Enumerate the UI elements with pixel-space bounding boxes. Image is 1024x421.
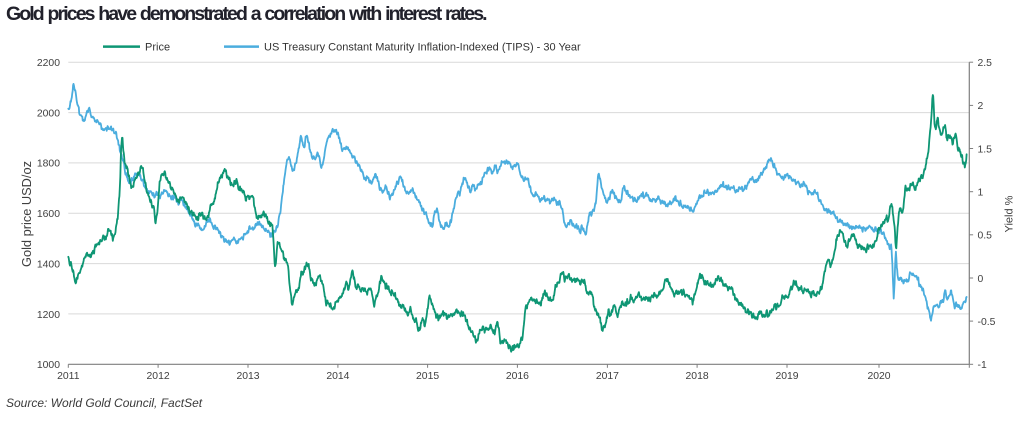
svg-text:2000: 2000: [37, 108, 60, 119]
svg-text:Gold prices have demonstrated: Gold prices have demonstrated a correlat…: [6, 3, 487, 25]
svg-text:2019: 2019: [775, 371, 798, 382]
svg-text:-0.5: -0.5: [978, 317, 996, 328]
svg-text:2018: 2018: [686, 371, 709, 382]
svg-text:2016: 2016: [506, 371, 529, 382]
svg-text:1: 1: [978, 188, 984, 199]
svg-text:1200: 1200: [37, 310, 60, 321]
svg-text:2200: 2200: [37, 58, 60, 69]
svg-text:Yield %: Yield %: [1004, 195, 1016, 232]
svg-text:2020: 2020: [867, 371, 890, 382]
svg-text:0: 0: [978, 274, 984, 285]
svg-text:-1: -1: [978, 360, 987, 371]
svg-text:1800: 1800: [37, 159, 60, 170]
svg-text:Source: World Gold Council, Fa: Source: World Gold Council, FactSet: [6, 396, 203, 410]
svg-text:2013: 2013: [236, 371, 259, 382]
svg-text:0.5: 0.5: [978, 231, 993, 242]
svg-text:2017: 2017: [596, 371, 619, 382]
svg-text:Price: Price: [145, 41, 170, 53]
svg-text:1.5: 1.5: [978, 144, 993, 155]
svg-text:2014: 2014: [326, 371, 349, 382]
svg-text:2012: 2012: [147, 371, 170, 382]
svg-text:Gold price USD/oz: Gold price USD/oz: [19, 161, 34, 267]
svg-text:1000: 1000: [37, 360, 60, 371]
svg-text:1400: 1400: [37, 259, 60, 270]
svg-text:US Treasury Constant Maturity: US Treasury Constant Maturity Inflation-…: [264, 41, 581, 53]
svg-text:2.5: 2.5: [978, 58, 993, 69]
svg-text:1600: 1600: [37, 209, 60, 220]
svg-text:2: 2: [978, 101, 984, 112]
svg-text:2015: 2015: [416, 371, 439, 382]
svg-text:2011: 2011: [57, 371, 80, 382]
